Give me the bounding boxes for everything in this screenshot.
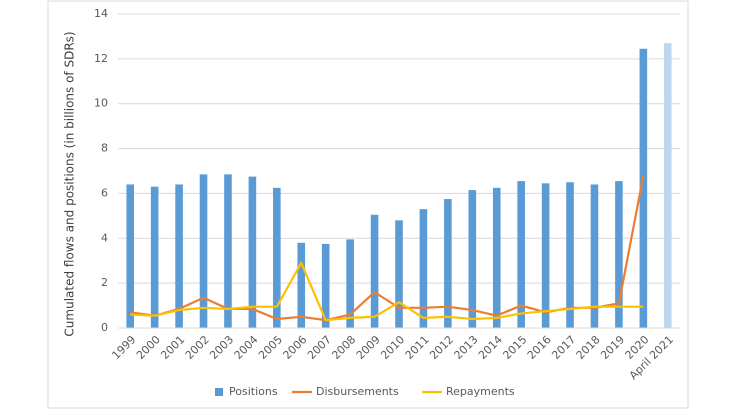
legend-swatch	[215, 388, 223, 396]
bar	[444, 199, 452, 328]
legend-label: Positions	[229, 385, 278, 398]
bar	[468, 190, 477, 328]
bar	[126, 184, 135, 328]
y-tick-label: 0	[101, 321, 108, 334]
y-tick-label: 14	[94, 7, 108, 20]
legend-label: Disbursements	[316, 385, 399, 398]
bar	[615, 181, 623, 328]
bar	[541, 183, 550, 328]
y-tick-label: 10	[94, 97, 108, 110]
y-tick-label: 4	[101, 231, 108, 244]
line	[130, 261, 644, 322]
y-tick-label: 8	[101, 142, 108, 155]
bar	[517, 181, 525, 328]
bar	[590, 184, 599, 328]
bar	[224, 174, 232, 328]
y-axis-title: Cumulated flows and positions (in billio…	[63, 31, 77, 336]
bar	[419, 209, 428, 328]
bar	[321, 243, 330, 328]
bar	[346, 239, 354, 328]
bar	[248, 176, 257, 328]
bar	[639, 48, 648, 329]
bar	[663, 43, 672, 329]
bar	[199, 174, 208, 328]
y-tick-label: 2	[101, 276, 108, 289]
bar	[297, 242, 306, 328]
legend-label: Repayments	[446, 385, 515, 398]
bar	[395, 220, 403, 328]
bar	[370, 214, 379, 328]
y-tick-label: 6	[101, 186, 108, 199]
bar	[175, 184, 183, 328]
bar	[566, 182, 574, 328]
bar	[273, 187, 281, 328]
y-tick-label: 12	[94, 52, 108, 65]
bar	[150, 186, 159, 328]
bar	[492, 187, 501, 328]
